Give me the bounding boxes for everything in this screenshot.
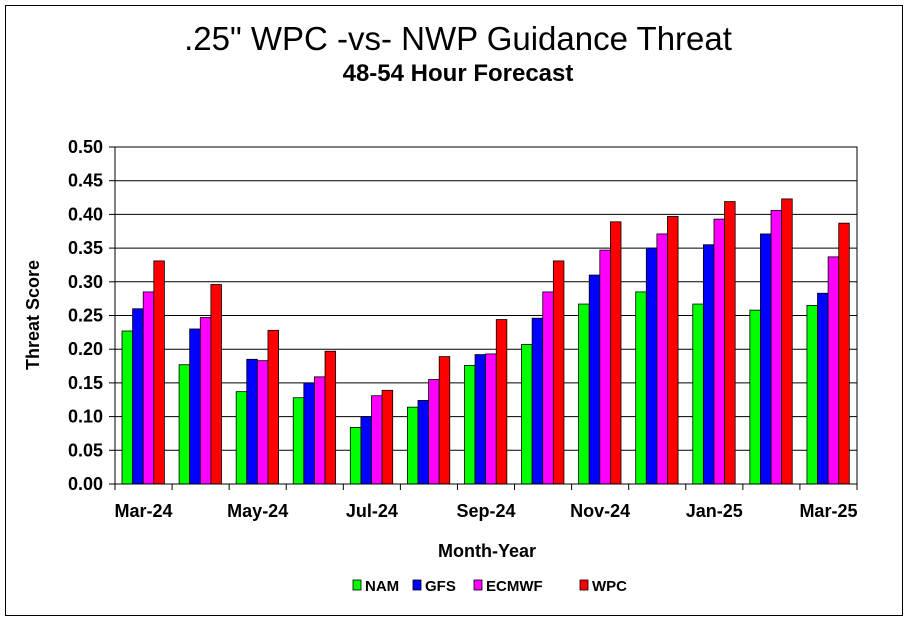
legend-label-ecmwf: ECMWF <box>486 578 543 595</box>
legend-swatch-gfs <box>412 579 422 591</box>
bar-ecmwf <box>827 256 840 485</box>
bar-nam <box>578 303 590 485</box>
bar-wpc <box>210 284 222 485</box>
bar-nam <box>521 344 533 485</box>
bar-ecmwf <box>542 291 554 485</box>
x-tick-label: May-24 <box>227 501 288 521</box>
bar-nam <box>692 303 704 485</box>
bar-nam <box>464 364 476 485</box>
bar-gfs <box>588 274 601 485</box>
bar-nam <box>406 406 419 485</box>
x-axis-ticks: Mar-24 May-24 Jul-24 Sep-24 Nov-24 Jan-25 Mar-… <box>114 483 858 521</box>
bar-nam <box>235 391 248 485</box>
legend-label-wpc: WPC <box>592 578 627 595</box>
bar-gfs <box>531 317 544 485</box>
bar-ecmwf <box>256 360 269 485</box>
bar-nam <box>349 426 362 485</box>
bar-nam <box>806 304 818 485</box>
legend-swatch-wpc <box>579 579 589 591</box>
legend: NAM GFS ECMWF WPC <box>352 578 627 595</box>
bar-wpc <box>381 389 394 485</box>
bar-gfs <box>702 244 715 485</box>
bar-wpc <box>438 356 451 485</box>
legend-swatch-ecmwf <box>473 579 483 591</box>
y-tick-label: 0.20 <box>68 339 103 359</box>
x-tick-label: Sep-24 <box>456 501 515 521</box>
bar-ecmwf <box>656 233 668 485</box>
bar-ecmwf <box>485 353 497 485</box>
bar-gfs <box>760 233 772 485</box>
bar-wpc <box>267 329 279 485</box>
bar-wpc <box>667 216 679 485</box>
bar-wpc <box>610 221 622 485</box>
bar-ecmwf <box>599 249 611 485</box>
bar-gfs <box>817 292 829 485</box>
legend-label-gfs: GFS <box>425 578 456 595</box>
y-tick-label: 0.05 <box>68 440 103 460</box>
y-tick-label: 0.00 <box>68 474 103 494</box>
y-tick-label: 0.50 <box>68 137 103 157</box>
bar-nam <box>121 330 134 485</box>
y-tick-label: 0.25 <box>68 306 103 326</box>
x-tick-label: Mar-25 <box>799 501 857 521</box>
y-tick-label: 0.30 <box>68 272 103 292</box>
bar-gfs <box>360 416 372 485</box>
bar-nam <box>749 309 761 485</box>
legend-swatch-nam <box>352 579 362 591</box>
bar-nam <box>178 364 191 485</box>
legend-label-nam: NAM <box>365 578 399 595</box>
y-tick-label: 0.10 <box>68 407 103 427</box>
x-axis-label: Month-Year <box>438 541 536 561</box>
y-tick-label: 0.15 <box>68 373 103 393</box>
bar-wpc <box>495 319 508 485</box>
bar-gfs <box>246 358 258 485</box>
y-tick-label: 0.40 <box>68 204 103 224</box>
y-axis-ticks: 0.00 0.05 0.10 0.15 0.20 0.25 0.30 0.35 0.40 0.45… <box>68 137 115 494</box>
bar-ecmwf <box>371 395 383 485</box>
bar-ecmwf <box>199 317 212 485</box>
x-tick-label: Mar-24 <box>115 501 173 521</box>
x-tick-label: Jul-24 <box>346 501 398 521</box>
chart-subtitle: 48-54 Hour Forecast <box>343 60 574 87</box>
bar-gfs <box>189 328 201 485</box>
bar-gfs <box>645 247 658 485</box>
bar-gfs <box>417 400 429 485</box>
bar-ecmwf <box>314 376 326 485</box>
bar-gfs <box>474 354 487 485</box>
bar-wpc <box>724 201 736 485</box>
bar-nam <box>292 397 305 485</box>
bar-gfs <box>303 382 315 485</box>
x-tick-label: Nov-24 <box>570 501 630 521</box>
bar-wpc <box>153 260 165 485</box>
bar-ecmwf <box>770 209 783 485</box>
bar-wpc <box>838 222 850 485</box>
bar-ecmwf <box>428 379 440 485</box>
bar-ecmwf <box>142 291 155 485</box>
y-axis-label: Threat Score <box>23 260 43 370</box>
y-tick-label: 0.45 <box>68 171 103 191</box>
bar-wpc <box>781 198 793 485</box>
bar-wpc <box>552 260 565 485</box>
bar-wpc <box>324 350 337 485</box>
bar-nam <box>635 291 647 485</box>
bars <box>121 198 850 485</box>
bar-ecmwf <box>713 218 725 485</box>
y-tick-label: 0.35 <box>68 238 103 258</box>
x-tick-label: Jan-25 <box>686 501 743 521</box>
chart-title: .25" WPC -vs- NWP Guidance Threat <box>184 20 732 57</box>
bar-gfs <box>132 308 144 485</box>
